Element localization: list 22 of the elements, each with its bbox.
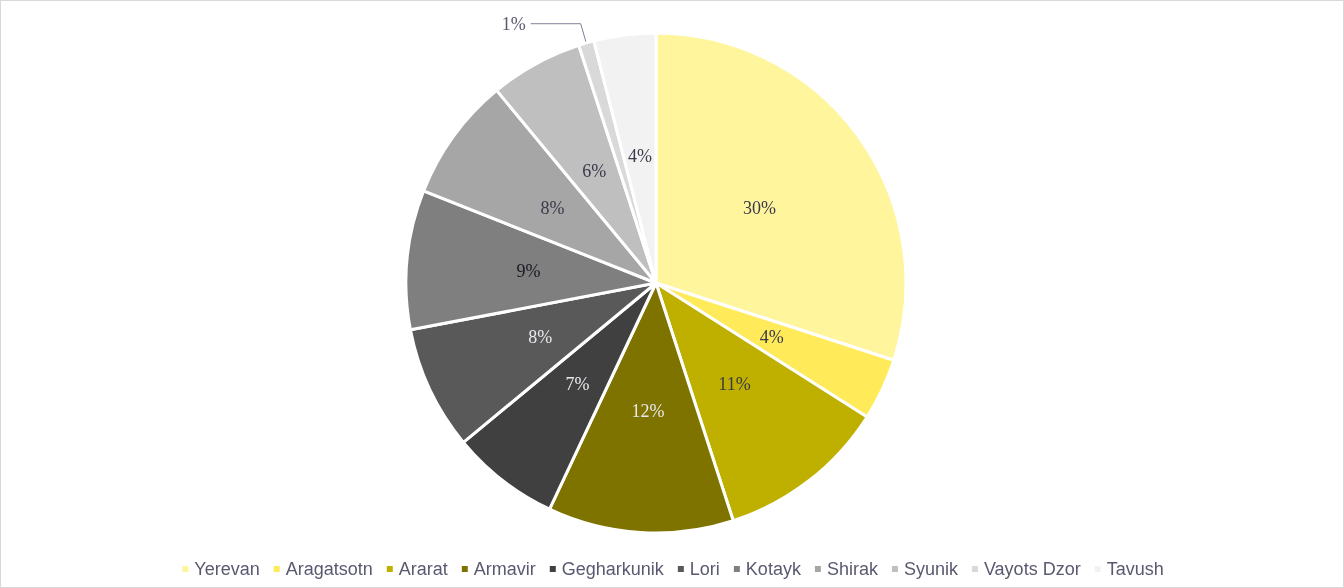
legend-label: Kotayk bbox=[745, 559, 802, 579]
data-label: 30% bbox=[743, 197, 777, 218]
legend-label: Shirak bbox=[826, 559, 879, 579]
data-label: 4% bbox=[627, 146, 652, 167]
data-label: 4% bbox=[759, 327, 784, 348]
legend-label: Yerevan bbox=[194, 559, 260, 579]
legend-label: Aragatsotn bbox=[285, 559, 373, 579]
legend-label: Syunik bbox=[903, 559, 959, 579]
data-label: 11% bbox=[718, 374, 751, 395]
data-label: 8% bbox=[528, 327, 553, 348]
data-label: 6% bbox=[582, 160, 607, 181]
legend-label: Ararat bbox=[398, 559, 448, 579]
data-label: 9% bbox=[516, 260, 541, 281]
legend-label: Lori bbox=[689, 559, 720, 579]
data-label: 12% bbox=[631, 400, 665, 421]
legend-label: Tavush bbox=[1106, 559, 1164, 579]
legend-label: Gegharkunik bbox=[561, 559, 665, 579]
data-label: 1% bbox=[501, 13, 526, 34]
legend-label: Armavir bbox=[473, 559, 536, 579]
data-label: 8% bbox=[540, 197, 565, 218]
legend-label: Vayots Dzor bbox=[983, 559, 1081, 579]
data-label: 7% bbox=[565, 374, 590, 395]
